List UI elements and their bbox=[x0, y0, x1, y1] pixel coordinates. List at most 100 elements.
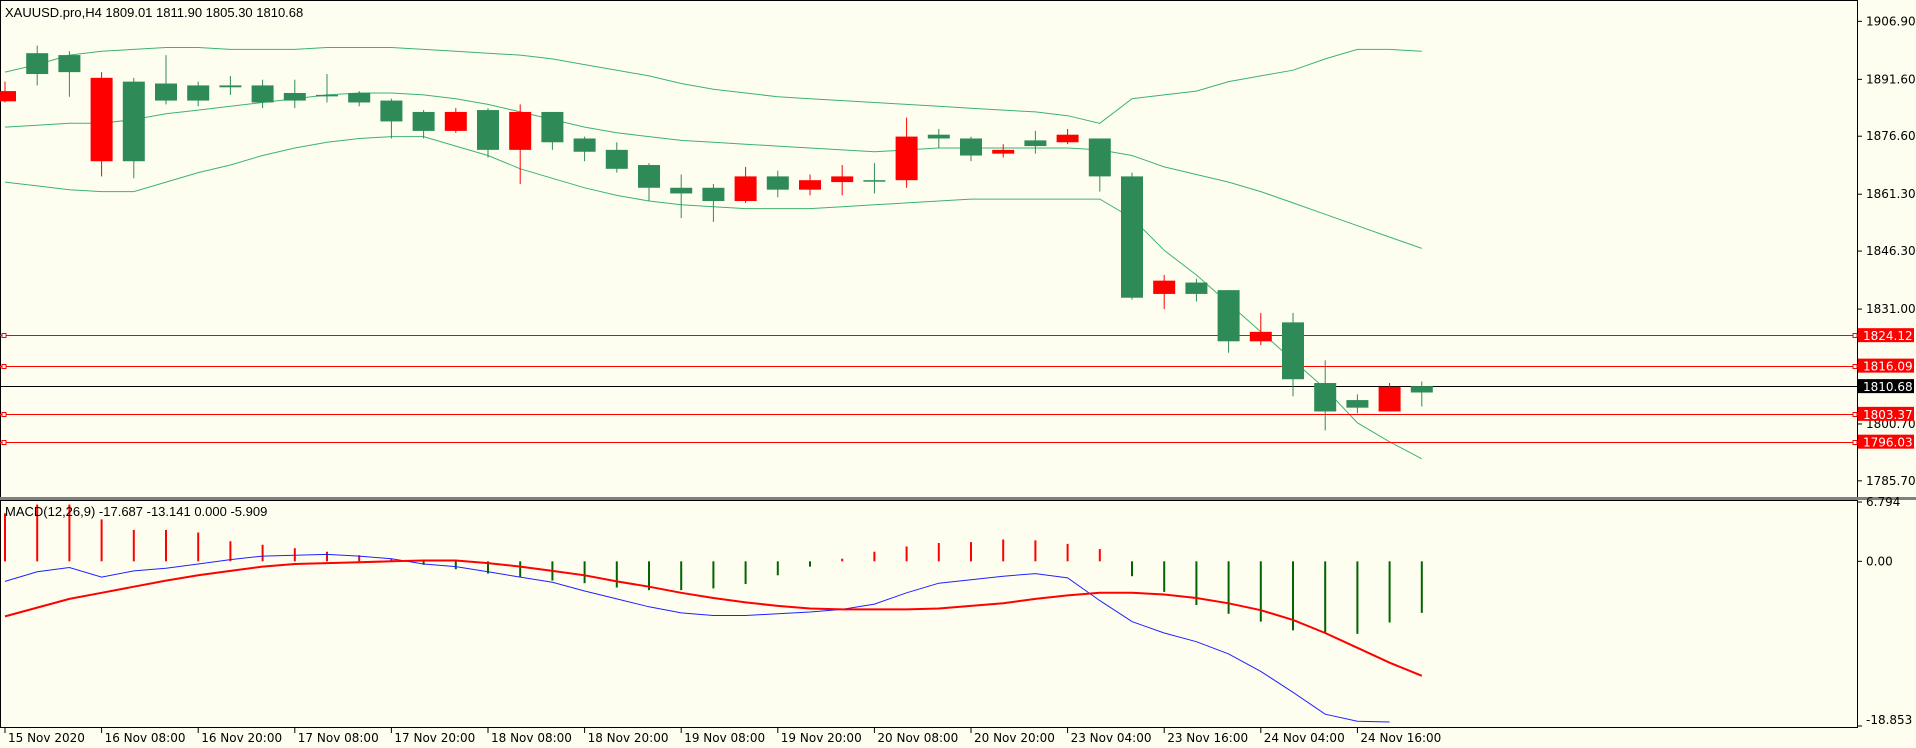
candle[interactable] bbox=[1378, 383, 1401, 412]
candle[interactable] bbox=[90, 72, 113, 177]
candle[interactable] bbox=[734, 166, 757, 203]
level-handle-left[interactable] bbox=[1, 440, 7, 445]
candle[interactable] bbox=[509, 104, 532, 184]
candle[interactable] bbox=[155, 55, 177, 105]
candle[interactable] bbox=[0, 81, 16, 103]
candle[interactable] bbox=[1024, 130, 1047, 154]
candle[interactable] bbox=[1410, 381, 1433, 407]
candle[interactable] bbox=[283, 79, 306, 109]
candle-body bbox=[477, 110, 499, 150]
candle[interactable] bbox=[1217, 290, 1240, 353]
candle[interactable] bbox=[831, 165, 854, 196]
candle[interactable] bbox=[573, 136, 596, 162]
level-price-label: 1803.37 bbox=[1863, 408, 1913, 422]
macd-header: MACD(12,26,9) -17.687 -13.141 0.000 -5.9… bbox=[5, 504, 267, 519]
candle[interactable] bbox=[1346, 394, 1369, 414]
candle[interactable] bbox=[1249, 312, 1272, 346]
candle[interactable] bbox=[766, 170, 789, 198]
price-pane[interactable] bbox=[0, 45, 1858, 460]
candle[interactable] bbox=[187, 81, 210, 107]
candle-body bbox=[58, 55, 81, 73]
level-handle-right[interactable] bbox=[1852, 440, 1858, 445]
candle[interactable] bbox=[863, 163, 886, 194]
level-handle-right[interactable] bbox=[1852, 364, 1858, 369]
pane-separator[interactable] bbox=[0, 497, 1916, 500]
time-axis[interactable]: 15 Nov 2020 16 Nov 08:00 16 Nov 20:00 17 No… bbox=[4, 728, 1441, 745]
candle[interactable] bbox=[348, 91, 371, 107]
candle[interactable] bbox=[541, 111, 564, 150]
candle-body bbox=[1088, 138, 1111, 177]
candle[interactable] bbox=[1314, 360, 1337, 431]
candle-body bbox=[348, 92, 371, 103]
time-tick-label: 18 Nov 20:00 bbox=[588, 731, 669, 745]
price-axis[interactable]: 1906.90 1891.60 1876.60 1861.30 1846.30 1831.… bbox=[1858, 14, 1916, 488]
level-price-badge[interactable] bbox=[1858, 406, 1914, 421]
candle[interactable] bbox=[927, 129, 950, 148]
candle-body bbox=[1056, 134, 1079, 143]
candle-body bbox=[1217, 290, 1240, 342]
candle[interactable] bbox=[1185, 278, 1208, 302]
candle[interactable] bbox=[1282, 312, 1304, 397]
level-price-badge[interactable] bbox=[1858, 434, 1914, 449]
candle-body bbox=[0, 91, 16, 102]
level-handle-right[interactable] bbox=[1852, 412, 1858, 417]
candle[interactable] bbox=[219, 75, 242, 95]
level-price-badge[interactable] bbox=[1858, 328, 1914, 343]
candle-body bbox=[1153, 280, 1176, 294]
candle-body bbox=[26, 53, 49, 75]
candle[interactable] bbox=[605, 142, 628, 173]
level-handle-left[interactable] bbox=[1, 333, 7, 338]
macd-axis[interactable]: 6.794 0.00 -18.853 bbox=[1858, 495, 1912, 727]
level-price-badge[interactable] bbox=[1858, 358, 1914, 373]
candle[interactable] bbox=[26, 45, 49, 86]
candle[interactable] bbox=[638, 163, 660, 202]
macd-main-line bbox=[4, 553, 1390, 723]
candle-body bbox=[702, 187, 725, 202]
time-tick-label: 17 Nov 08:00 bbox=[298, 731, 379, 745]
candle-body bbox=[766, 176, 789, 190]
level-price-label: 1816.09 bbox=[1863, 360, 1913, 374]
candle-body bbox=[1249, 331, 1272, 342]
candle[interactable] bbox=[799, 174, 821, 196]
macd-signal-line bbox=[4, 559, 1423, 677]
candle[interactable] bbox=[380, 98, 403, 139]
candle[interactable] bbox=[1088, 138, 1111, 192]
macd-pane[interactable] bbox=[4, 504, 1423, 723]
candle[interactable] bbox=[960, 136, 982, 162]
candle[interactable] bbox=[992, 144, 1015, 158]
candle[interactable] bbox=[477, 108, 499, 158]
candle-body bbox=[90, 77, 113, 162]
candle[interactable] bbox=[670, 174, 693, 219]
level-handle-left[interactable] bbox=[1, 364, 7, 369]
candle[interactable] bbox=[1153, 274, 1176, 310]
time-tick-label: 20 Nov 08:00 bbox=[877, 731, 958, 745]
time-tick-label: 20 Nov 20:00 bbox=[974, 731, 1055, 745]
price-tick-label: 1785.70 bbox=[1866, 474, 1916, 488]
candle[interactable] bbox=[702, 183, 725, 222]
candle-body bbox=[927, 134, 950, 139]
candle[interactable] bbox=[412, 110, 435, 139]
current-price-badge bbox=[1858, 379, 1914, 394]
candle[interactable] bbox=[122, 77, 145, 179]
candle[interactable] bbox=[444, 108, 467, 133]
candle-body bbox=[1024, 140, 1047, 147]
level-handle-left[interactable] bbox=[1, 412, 7, 417]
candle[interactable] bbox=[316, 74, 338, 103]
candle[interactable] bbox=[895, 117, 918, 188]
candle-body bbox=[316, 94, 338, 97]
candle-body bbox=[1121, 176, 1143, 298]
candle-body bbox=[895, 136, 918, 181]
candle-body bbox=[509, 111, 532, 150]
level-handle-right[interactable] bbox=[1852, 333, 1858, 338]
level-price-label: 1824.12 bbox=[1863, 329, 1913, 343]
candle-body bbox=[219, 85, 242, 88]
candle[interactable] bbox=[251, 79, 274, 109]
price-tick-label: 1831.00 bbox=[1866, 302, 1916, 316]
candle[interactable] bbox=[1121, 172, 1143, 300]
level-price-label: 1796.03 bbox=[1863, 436, 1913, 450]
price-tick-label: 1846.30 bbox=[1866, 244, 1916, 258]
candle[interactable] bbox=[58, 51, 81, 97]
candle[interactable] bbox=[1056, 129, 1079, 145]
